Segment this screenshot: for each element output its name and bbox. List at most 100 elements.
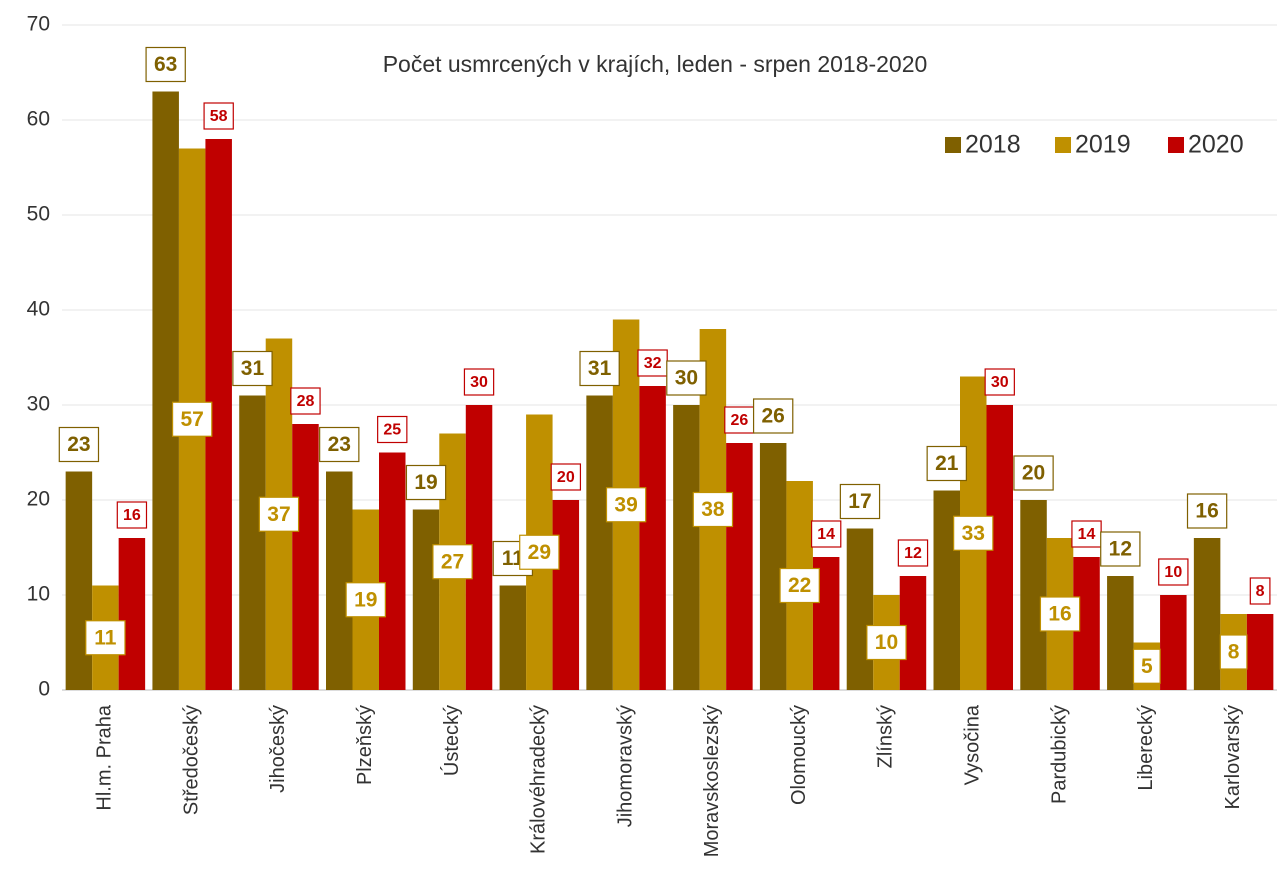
label-box xyxy=(926,445,967,482)
bar xyxy=(412,509,440,690)
data-label: 16 xyxy=(116,501,148,529)
label-box xyxy=(839,483,881,520)
data-label: 22 xyxy=(779,567,820,604)
bar xyxy=(673,405,700,690)
x-tick-label: Pardubický xyxy=(1048,705,1070,804)
data-label-text: 30 xyxy=(991,374,1009,391)
data-label-text: 16 xyxy=(123,507,141,524)
data-label: 20 xyxy=(550,463,582,491)
data-label: 38 xyxy=(692,491,734,528)
x-tick-label: Jihočeský xyxy=(267,705,289,793)
label-box xyxy=(550,463,582,491)
data-label: 26 xyxy=(724,406,755,434)
bar xyxy=(1193,538,1221,690)
data-label: 29 xyxy=(519,534,560,570)
y-tick-label: 20 xyxy=(27,488,50,511)
bar xyxy=(1160,595,1187,690)
bar xyxy=(1246,614,1274,690)
data-label-text: 11 xyxy=(502,547,525,570)
data-label: 8 xyxy=(1249,577,1271,605)
data-label: 32 xyxy=(637,349,668,377)
x-tick-label: Liberecký xyxy=(1135,705,1157,791)
label-box xyxy=(345,582,386,618)
data-label: 23 xyxy=(319,426,360,463)
bar xyxy=(152,91,179,690)
data-label-text: 11 xyxy=(94,626,117,649)
x-tick-label: Královéhradecký xyxy=(528,705,550,854)
data-label-text: 27 xyxy=(441,550,464,573)
bar xyxy=(759,443,787,690)
data-label: 63 xyxy=(145,46,186,83)
data-label-text: 12 xyxy=(904,545,922,562)
x-tick-label: Moravskoslezský xyxy=(701,705,723,857)
data-label-text: 17 xyxy=(848,490,871,513)
bar xyxy=(239,395,266,690)
data-label: 5 xyxy=(1132,648,1161,684)
data-label-text: 38 xyxy=(701,498,725,521)
data-label: 14 xyxy=(810,520,842,548)
legend-label: 2018 xyxy=(965,131,1021,159)
data-label: 20 xyxy=(1013,455,1054,491)
label-box xyxy=(779,567,820,604)
data-label: 39 xyxy=(605,487,647,523)
data-label: 17 xyxy=(839,483,881,520)
data-label-text: 19 xyxy=(414,471,437,494)
data-label-text: 14 xyxy=(1078,526,1096,543)
label-box xyxy=(145,46,186,83)
bar xyxy=(1107,576,1134,690)
data-label: 19 xyxy=(405,464,447,501)
label-box xyxy=(984,368,1015,396)
label-box xyxy=(953,515,994,551)
data-label: 19 xyxy=(345,582,386,618)
bar xyxy=(552,500,580,690)
data-label: 30 xyxy=(666,360,707,396)
bar xyxy=(726,443,753,690)
y-tick-label: 70 xyxy=(27,13,50,36)
data-label-text: 28 xyxy=(297,393,315,410)
label-box xyxy=(1132,648,1161,684)
x-tick-label: Olomoucký xyxy=(788,705,810,805)
data-label-text: 58 xyxy=(210,108,228,125)
bar xyxy=(292,424,319,690)
y-tick-label: 40 xyxy=(27,298,50,321)
data-label-text: 39 xyxy=(614,493,637,516)
label-box xyxy=(319,426,360,463)
data-label-text: 22 xyxy=(788,574,811,597)
data-label-text: 8 xyxy=(1256,583,1265,600)
bar xyxy=(326,471,353,690)
x-tick-label: Středočeský xyxy=(180,705,202,815)
data-label-text: 25 xyxy=(383,422,401,439)
data-label: 37 xyxy=(258,496,300,532)
y-tick-label: 30 xyxy=(27,393,50,416)
data-label-text: 23 xyxy=(328,433,351,456)
legend-label: 2019 xyxy=(1075,131,1131,159)
y-tick-label: 0 xyxy=(38,678,50,701)
data-label: 14 xyxy=(1071,520,1102,548)
data-label: 12 xyxy=(897,539,929,567)
data-label-text: 63 xyxy=(154,53,177,76)
data-label: 12 xyxy=(1100,531,1141,567)
y-tick-label: 60 xyxy=(27,108,50,131)
data-label-text: 31 xyxy=(241,357,265,380)
data-label-text: 5 xyxy=(1141,655,1153,678)
label-box xyxy=(605,487,647,523)
label-box xyxy=(116,501,148,529)
x-tick-label: Hl.m. Praha xyxy=(94,704,116,810)
data-label: 33 xyxy=(953,515,994,551)
data-label-text: 23 xyxy=(67,433,90,456)
data-label-text: 30 xyxy=(675,367,698,390)
label-box xyxy=(579,350,620,387)
label-box xyxy=(637,349,668,377)
label-box xyxy=(377,415,408,444)
data-label: 16 xyxy=(1186,493,1228,529)
data-label-text: 32 xyxy=(644,355,662,372)
label-box xyxy=(1100,531,1141,567)
label-box xyxy=(1071,520,1102,548)
legend-swatch xyxy=(1055,137,1071,153)
data-label-text: 30 xyxy=(470,374,488,391)
label-box xyxy=(666,360,707,396)
x-tick-label: Jihomoravský xyxy=(614,705,636,827)
data-label: 28 xyxy=(290,387,321,415)
legend-swatch xyxy=(1168,137,1184,153)
